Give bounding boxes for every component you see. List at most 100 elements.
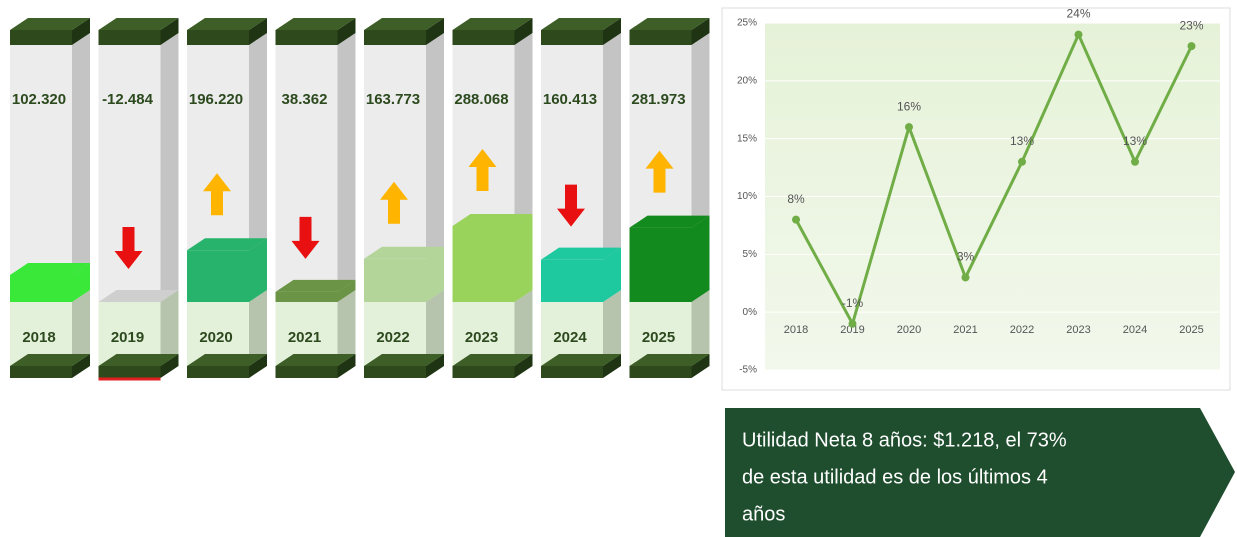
column-body bbox=[426, 33, 444, 302]
column-foot bbox=[452, 366, 515, 378]
data-label: 13% bbox=[1123, 134, 1147, 148]
column-cap bbox=[98, 18, 179, 30]
value-label: 281.973 bbox=[631, 91, 685, 108]
value-block bbox=[275, 291, 338, 302]
y-tick-label: 20% bbox=[737, 75, 757, 86]
column-body bbox=[337, 33, 356, 302]
value-block bbox=[541, 259, 603, 302]
category-label: 2022 bbox=[376, 329, 409, 346]
column-foot bbox=[10, 366, 72, 378]
point bbox=[1187, 42, 1196, 51]
arrow-up bbox=[645, 150, 674, 193]
arrow-up bbox=[380, 181, 408, 224]
column-cap bbox=[541, 30, 603, 45]
column-foot bbox=[187, 366, 249, 378]
column-cap bbox=[364, 18, 444, 30]
value-block bbox=[72, 263, 90, 302]
column-foot bbox=[364, 366, 426, 378]
data-label: 8% bbox=[787, 192, 805, 206]
column-foot bbox=[337, 354, 356, 378]
column-cap bbox=[10, 18, 90, 30]
point bbox=[1074, 30, 1083, 39]
column-base bbox=[249, 290, 267, 366]
value-label: 288.068 bbox=[454, 91, 508, 108]
arrow-down bbox=[291, 216, 320, 259]
column-body bbox=[72, 33, 90, 302]
data-label: 13% bbox=[1010, 134, 1034, 148]
column-foot bbox=[426, 354, 444, 378]
column-cap bbox=[187, 30, 249, 45]
x-tick-label: 2024 bbox=[1123, 324, 1147, 336]
column-base bbox=[514, 290, 533, 366]
value-label: 196.220 bbox=[189, 91, 243, 108]
column-cap bbox=[160, 18, 179, 45]
y-tick-label: 10% bbox=[737, 191, 757, 202]
x-tick-label: 2021 bbox=[953, 324, 977, 336]
data-label: 24% bbox=[1066, 7, 1090, 21]
value-label: 160.413 bbox=[543, 91, 597, 108]
callout-text: años bbox=[742, 503, 785, 525]
column-body bbox=[275, 45, 338, 302]
category-label: 2024 bbox=[553, 329, 587, 346]
category-label: 2023 bbox=[465, 329, 498, 346]
x-tick-label: 2023 bbox=[1066, 324, 1090, 336]
column-cap bbox=[72, 18, 90, 45]
y-tick-label: 15% bbox=[737, 133, 757, 144]
column-cap bbox=[98, 30, 161, 45]
point bbox=[848, 319, 857, 328]
column-base bbox=[426, 290, 444, 366]
column-cap bbox=[691, 18, 710, 45]
column-foot bbox=[629, 354, 710, 366]
column-cap bbox=[629, 30, 692, 45]
value-block bbox=[10, 275, 72, 302]
value-block bbox=[452, 214, 533, 226]
arrow-up bbox=[203, 173, 231, 216]
point bbox=[905, 123, 913, 132]
value-label: 163.773 bbox=[366, 91, 420, 108]
column-cap bbox=[275, 18, 356, 30]
value-block bbox=[629, 215, 710, 228]
value-block bbox=[452, 226, 515, 302]
value-block bbox=[337, 279, 356, 302]
column-cap bbox=[603, 18, 621, 45]
data-label: 23% bbox=[1179, 18, 1203, 32]
callout-text: Utilidad Neta 8 años: $1.218, el 73% bbox=[742, 429, 1067, 451]
column-cap bbox=[452, 18, 533, 30]
column-foot bbox=[98, 366, 161, 378]
value-block bbox=[691, 215, 710, 302]
category-label: 2018 bbox=[22, 329, 55, 346]
value-block bbox=[629, 227, 692, 302]
column-foot bbox=[98, 354, 179, 366]
column-foot bbox=[160, 354, 179, 378]
column-foot bbox=[72, 354, 90, 378]
column-cap bbox=[10, 30, 72, 45]
column-cap bbox=[541, 18, 621, 30]
column-base bbox=[72, 290, 90, 366]
column-cap bbox=[452, 30, 515, 45]
y-tick-label: 5% bbox=[743, 249, 758, 260]
data-label: -1% bbox=[842, 296, 864, 310]
column-foot bbox=[603, 354, 621, 378]
x-tick-label: 2022 bbox=[1010, 324, 1034, 336]
value-block bbox=[187, 250, 249, 302]
column-foot bbox=[275, 354, 356, 366]
data-label: 3% bbox=[957, 250, 975, 264]
column-foot bbox=[691, 354, 710, 378]
column-cap bbox=[426, 18, 444, 45]
column-foot bbox=[10, 354, 90, 366]
column-base bbox=[603, 290, 621, 366]
callout bbox=[725, 408, 1235, 537]
column-cap bbox=[629, 18, 710, 30]
category-label: 2020 bbox=[199, 329, 232, 346]
column-cap bbox=[364, 30, 426, 45]
column-foot bbox=[249, 354, 267, 378]
arrow-up bbox=[468, 149, 497, 191]
column-cap bbox=[187, 18, 267, 30]
column-cap bbox=[514, 18, 533, 45]
value-label: 102.320 bbox=[12, 91, 66, 108]
column-foot bbox=[514, 354, 533, 378]
column-foot bbox=[452, 354, 533, 366]
value-block bbox=[364, 258, 426, 302]
column-cap bbox=[337, 18, 356, 45]
